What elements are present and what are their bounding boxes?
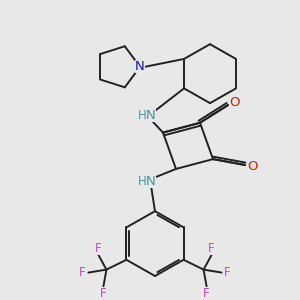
Text: F: F <box>95 242 102 256</box>
Text: F: F <box>224 266 231 279</box>
Text: H: H <box>138 175 146 188</box>
Text: H: H <box>138 110 146 122</box>
Text: F: F <box>208 242 215 256</box>
Text: N: N <box>146 175 156 188</box>
Text: F: F <box>79 266 86 279</box>
Text: F: F <box>100 287 107 300</box>
Text: O: O <box>230 96 240 109</box>
Text: N: N <box>146 110 156 122</box>
Text: F: F <box>203 287 210 300</box>
Text: O: O <box>247 160 257 173</box>
Text: N: N <box>135 60 145 73</box>
